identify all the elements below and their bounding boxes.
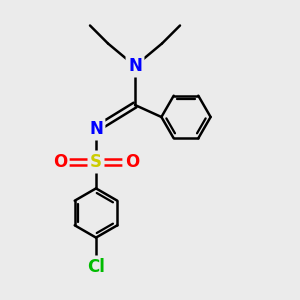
Text: O: O	[53, 153, 67, 171]
Text: Cl: Cl	[87, 258, 105, 276]
Text: S: S	[90, 153, 102, 171]
Text: N: N	[89, 120, 103, 138]
Text: N: N	[128, 57, 142, 75]
Text: O: O	[125, 153, 139, 171]
